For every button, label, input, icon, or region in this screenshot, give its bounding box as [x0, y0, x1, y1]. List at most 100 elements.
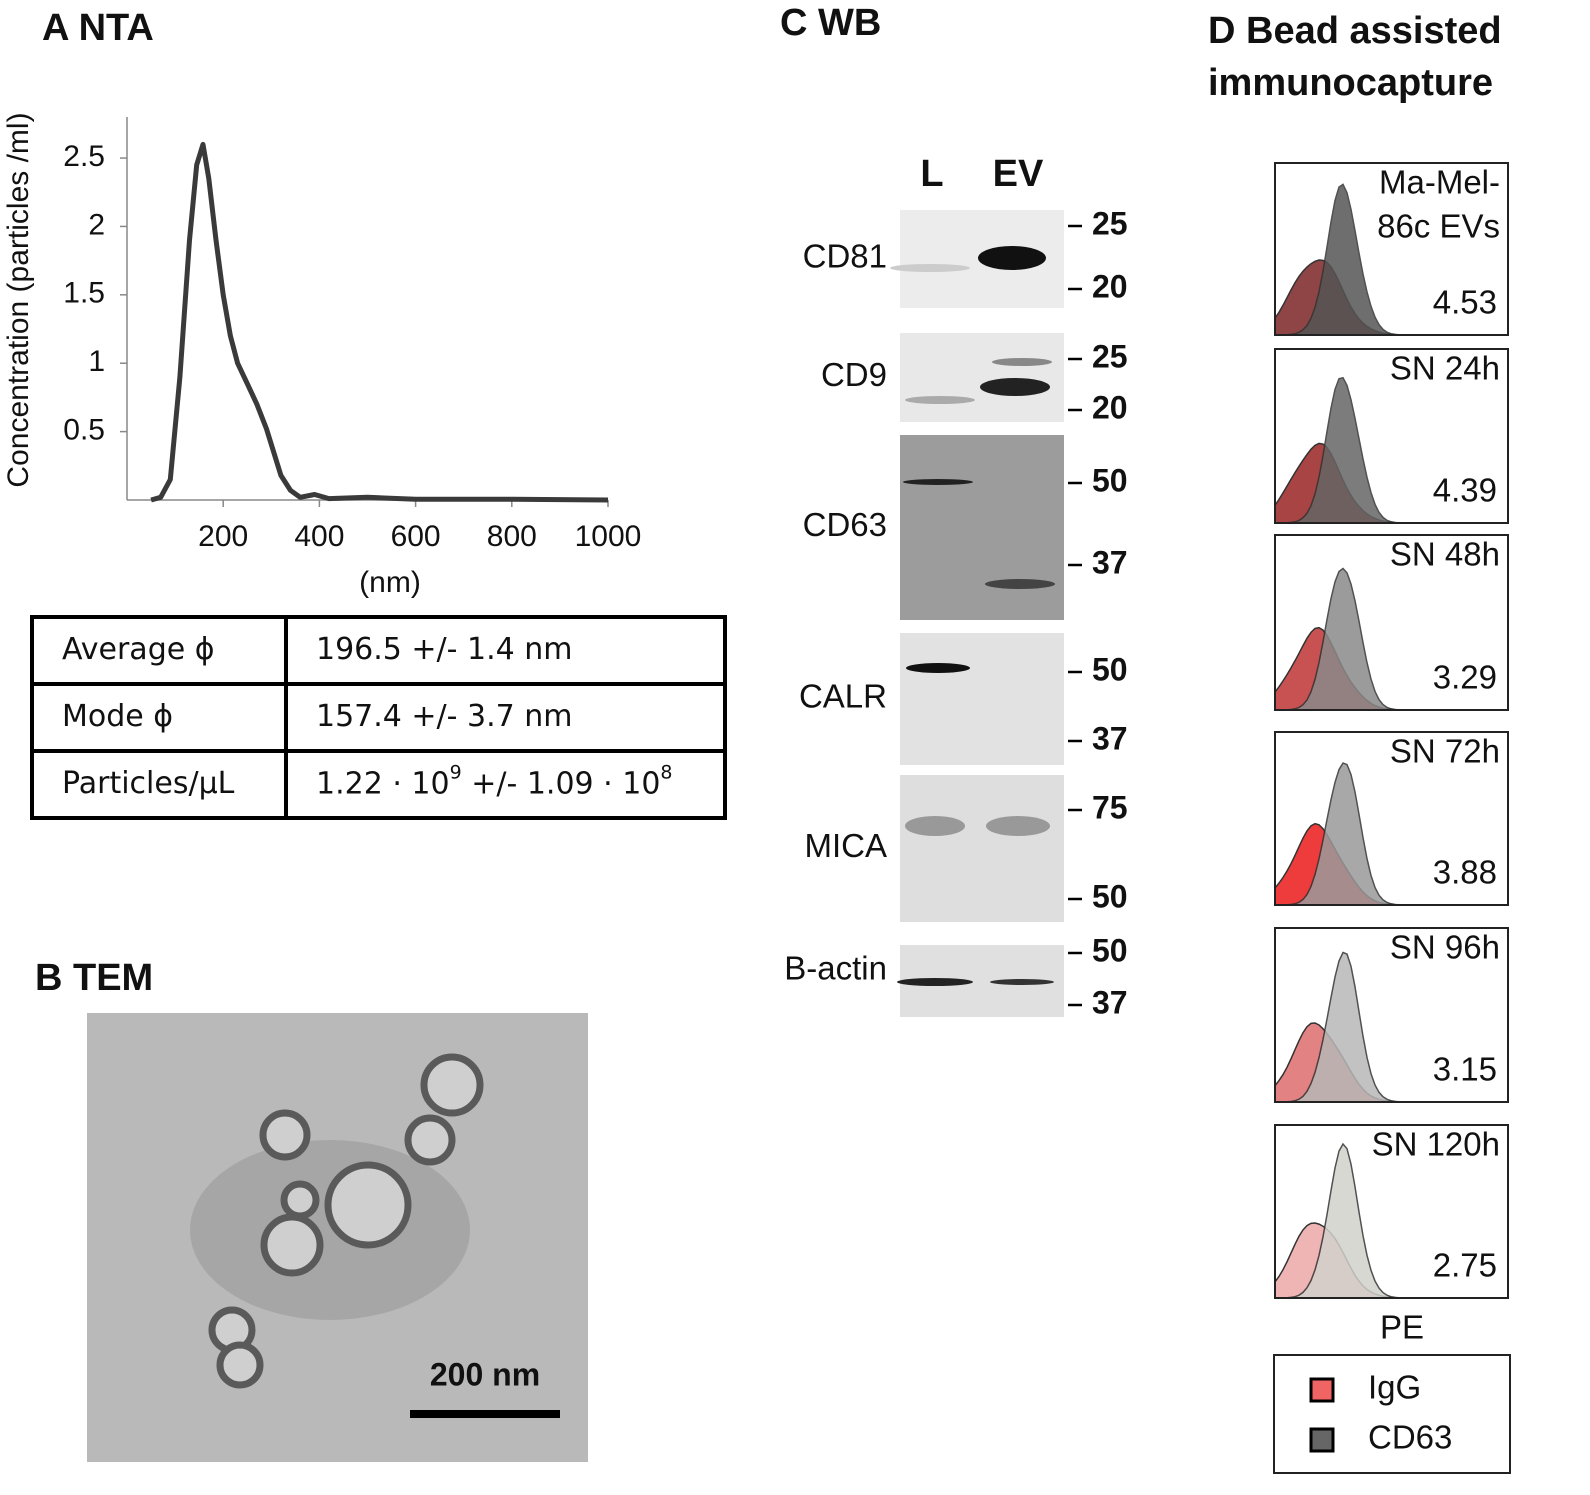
marker-label: 50	[1092, 932, 1128, 968]
legend-label: IgG	[1368, 1369, 1421, 1406]
x-tick-label: 400	[294, 520, 344, 553]
scale-bar-label: 200 nm	[430, 1356, 540, 1392]
marker-label: 37	[1092, 720, 1128, 756]
blot-label: B-actin	[784, 950, 887, 987]
legend-frame	[1273, 1354, 1511, 1474]
superscript: 9	[450, 761, 462, 783]
table-cell: 196.5 +/- 1.4 nm	[316, 632, 573, 667]
band	[978, 246, 1046, 270]
table-cell: Particles/µL	[62, 766, 235, 801]
mfi-value: 4.39	[1433, 472, 1497, 509]
marker-label: 50	[1092, 878, 1128, 914]
tem-shadow	[190, 1140, 470, 1320]
band	[980, 378, 1050, 396]
table-text: +/- 1.09 · 10	[462, 766, 661, 801]
x-axis-label: PE	[1380, 1309, 1424, 1346]
sample-label: SN 120h	[1372, 1126, 1500, 1163]
marker-label: 25	[1092, 338, 1128, 374]
band	[986, 816, 1050, 836]
histogram-frame	[1274, 927, 1509, 1103]
histogram-frame	[1274, 731, 1509, 906]
band	[992, 358, 1052, 366]
band	[905, 816, 965, 836]
panel-title: A NTA	[42, 7, 154, 49]
band	[906, 663, 970, 673]
histogram-frame	[1274, 534, 1509, 711]
vesicle	[280, 1180, 320, 1220]
mfi-value: 3.15	[1433, 1051, 1497, 1088]
sample-label: 86c EVs	[1377, 208, 1500, 245]
marker-label: 25	[1092, 205, 1128, 241]
sample-label: SN 24h	[1390, 350, 1500, 387]
mfi-value: 3.29	[1433, 659, 1497, 696]
sample-label: SN 72h	[1390, 733, 1500, 770]
panel-title: D Bead assisted	[1208, 10, 1502, 52]
mfi-value: 3.88	[1433, 854, 1497, 891]
table-cell: Average ϕ	[62, 632, 215, 667]
mfi-value: 4.53	[1433, 284, 1497, 321]
superscript: 8	[660, 761, 672, 783]
panel-title: C WB	[780, 2, 881, 44]
histogram-frame	[1274, 348, 1509, 524]
y-tick-label: 0.5	[63, 414, 105, 447]
blot	[900, 333, 1064, 422]
x-axis-label: (nm)	[359, 566, 421, 599]
x-tick-label: 800	[487, 520, 537, 553]
marker-label: 37	[1092, 544, 1128, 580]
blot-label: CD81	[803, 238, 887, 275]
band	[890, 264, 970, 272]
vesicle	[259, 1109, 311, 1161]
blot	[900, 775, 1064, 922]
vesicle	[324, 1161, 412, 1249]
table-cell: 157.4 +/- 3.7 nm	[316, 699, 573, 734]
y-tick-label: 2.5	[63, 140, 105, 173]
vesicle	[216, 1341, 264, 1389]
legend-label: CD63	[1368, 1419, 1452, 1456]
table-text: 1.22 · 10	[316, 766, 450, 801]
band	[903, 479, 973, 485]
blot	[900, 633, 1064, 765]
x-tick-label: 200	[198, 520, 248, 553]
y-tick-label: 2	[88, 208, 105, 241]
x-tick-label: 600	[391, 520, 441, 553]
marker-label: 50	[1092, 462, 1128, 498]
marker-label: 37	[1092, 984, 1128, 1020]
table-cell: 1.22 · 109 +/- 1.09 · 108	[316, 761, 673, 801]
table-cell: Mode ϕ	[62, 699, 173, 734]
blot-label: CD9	[821, 356, 887, 393]
marker-label: 50	[1092, 651, 1128, 687]
sample-label: SN 96h	[1390, 929, 1500, 966]
x-tick-label: 1000	[575, 520, 642, 553]
lane-label: EV	[993, 153, 1044, 195]
legend-swatch	[1309, 1427, 1335, 1453]
histogram-frame	[1274, 1124, 1509, 1299]
marker-label: 75	[1092, 789, 1128, 825]
y-tick-label: 1	[88, 345, 105, 378]
band	[897, 978, 973, 986]
size-distribution-line	[150, 141, 609, 503]
y-axis-label: Concentration (particles /ml)	[2, 112, 35, 487]
legend-swatch	[1309, 1377, 1335, 1403]
marker-label: 20	[1092, 389, 1128, 425]
marker-label: 20	[1092, 268, 1128, 304]
y-tick-label: 1.5	[63, 277, 105, 310]
blot-label: CD63	[803, 506, 887, 543]
sample-label: SN 48h	[1390, 536, 1500, 573]
panel-title: B TEM	[35, 957, 153, 999]
vesicle	[420, 1053, 484, 1117]
blot-label: MICA	[805, 827, 888, 864]
blot-label: CALR	[799, 678, 887, 715]
band	[905, 396, 975, 404]
band	[985, 579, 1055, 589]
lane-label: L	[920, 153, 943, 195]
vesicle	[260, 1213, 324, 1277]
vesicle	[404, 1114, 456, 1166]
table-border	[30, 615, 727, 820]
mfi-value: 2.75	[1433, 1247, 1497, 1284]
band	[990, 979, 1054, 985]
panel-title: immunocapture	[1208, 62, 1493, 104]
blot	[900, 435, 1064, 620]
histogram-frame	[1274, 162, 1509, 336]
sample-label: Ma-Mel-	[1379, 164, 1500, 201]
